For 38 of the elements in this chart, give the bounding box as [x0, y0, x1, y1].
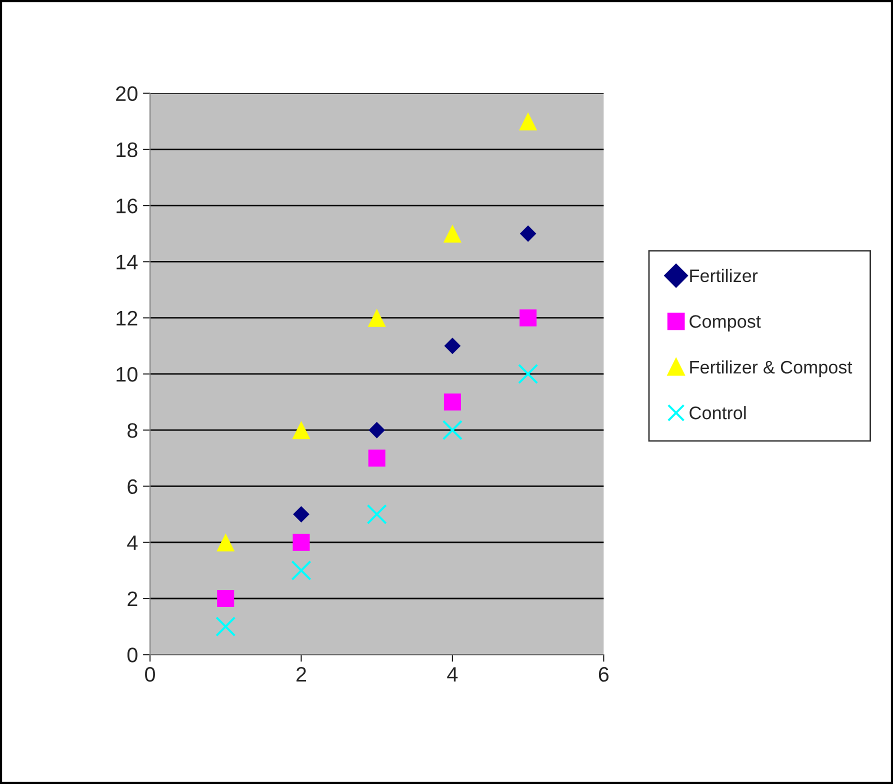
y-tick-label: 16	[116, 198, 138, 214]
point	[216, 616, 236, 637]
y-tick-label: 18	[116, 142, 138, 158]
point	[368, 422, 386, 438]
point	[293, 506, 310, 523]
point	[216, 533, 235, 552]
point	[292, 534, 310, 551]
y-tick-label: 20	[116, 86, 138, 102]
x-tick-label: 0	[145, 666, 156, 682]
y-tick-label: 6	[128, 479, 138, 494]
x-tick-label: 2	[296, 666, 306, 682]
point	[366, 504, 387, 524]
point	[217, 590, 234, 608]
x-tick-label: 6	[598, 666, 609, 682]
x-tick-label: 4	[447, 667, 458, 682]
y-tick-label: 8	[128, 423, 138, 438]
y-tick-label: 10	[116, 366, 138, 382]
point	[520, 225, 536, 242]
point	[518, 364, 538, 384]
point	[520, 309, 537, 326]
point	[442, 420, 463, 440]
y-tick-label: 0	[127, 648, 138, 662]
y-tick-label: 12	[116, 310, 138, 326]
legend-label: Control	[690, 406, 746, 420]
legend-label: Compost	[690, 315, 761, 332]
point	[444, 338, 461, 354]
legend-label: Fertilizer	[690, 268, 758, 282]
point	[292, 421, 310, 440]
point	[444, 394, 461, 411]
y-tick-label: 14	[116, 254, 138, 270]
y-tick-label: 2	[128, 592, 138, 606]
point	[443, 224, 462, 243]
point	[291, 560, 312, 581]
point	[368, 450, 386, 467]
point	[519, 112, 538, 130]
point	[368, 308, 386, 327]
legend-label: Fertilizer & Compost	[690, 360, 852, 378]
y-tick-label: 4	[127, 536, 138, 550]
